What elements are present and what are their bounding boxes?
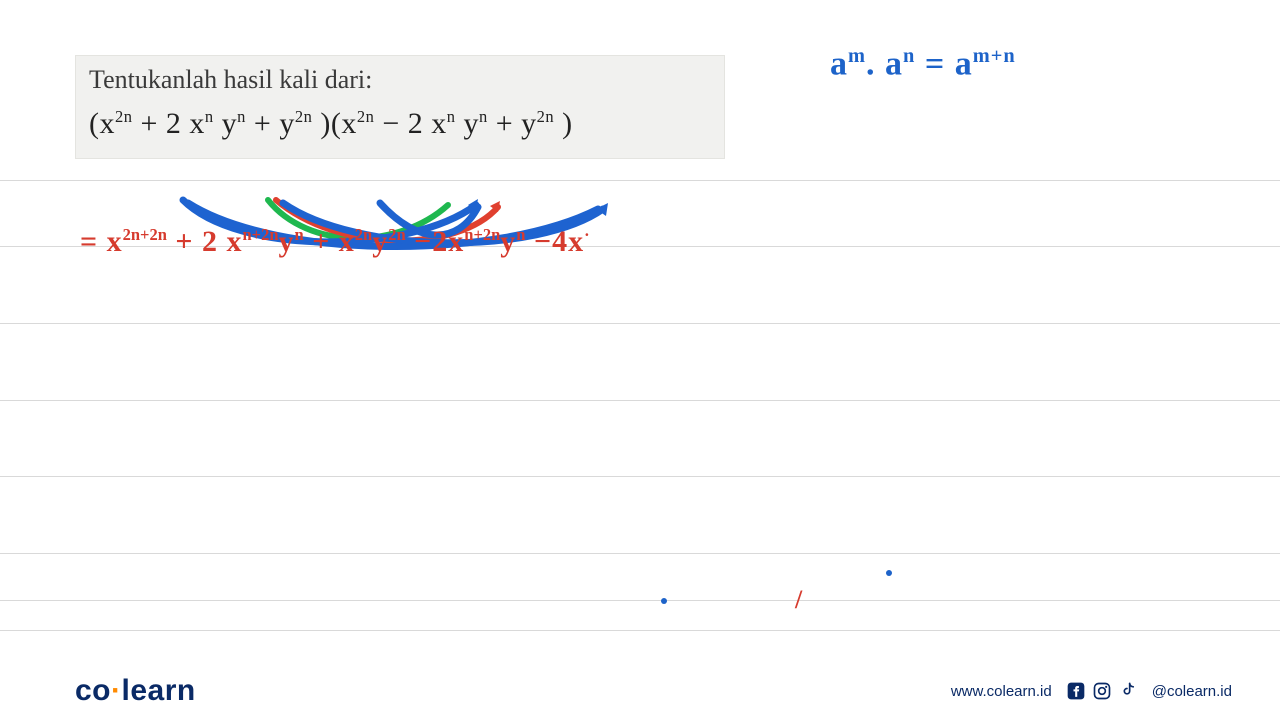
footer-right: www.colearn.id @colearn.id — [951, 681, 1232, 701]
expansion-line: = x2n+2n + 2 xn+2nyn + x2ny2n −2xn+2nyn … — [80, 225, 590, 259]
ruled-line — [0, 600, 1280, 601]
instagram-icon — [1092, 681, 1112, 701]
ruled-line — [0, 323, 1280, 324]
ruled-line — [0, 180, 1280, 181]
page: Tentukanlah hasil kali dari: (x2n + 2 xn… — [0, 0, 1280, 720]
footer-url: www.colearn.id — [951, 683, 1052, 700]
ruled-line — [0, 400, 1280, 401]
stray-dot — [886, 570, 892, 576]
tiktok-icon — [1118, 681, 1138, 701]
ruled-line — [0, 553, 1280, 554]
footer-handle: @colearn.id — [1152, 683, 1232, 700]
logo-right: learn — [122, 674, 196, 707]
logo-dot: · — [111, 674, 122, 707]
exponent-rule: am. an = am+n — [830, 45, 1016, 83]
ruled-line — [0, 630, 1280, 631]
ruled-line — [0, 476, 1280, 477]
footer: co·learn www.colearn.id @colearn.id — [0, 662, 1280, 720]
problem-block: Tentukanlah hasil kali dari: (x2n + 2 xn… — [75, 55, 725, 159]
problem-expression: (x2n + 2 xn yn + y2n )(x2n − 2 xn yn + y… — [89, 107, 711, 141]
social-icons — [1066, 681, 1138, 701]
facebook-icon — [1066, 681, 1086, 701]
problem-instruction: Tentukanlah hasil kali dari: — [89, 65, 711, 95]
logo-left: co — [75, 674, 111, 707]
logo: co·learn — [75, 674, 196, 708]
stray-dot — [661, 598, 667, 604]
stray-slash: / — [795, 585, 802, 615]
